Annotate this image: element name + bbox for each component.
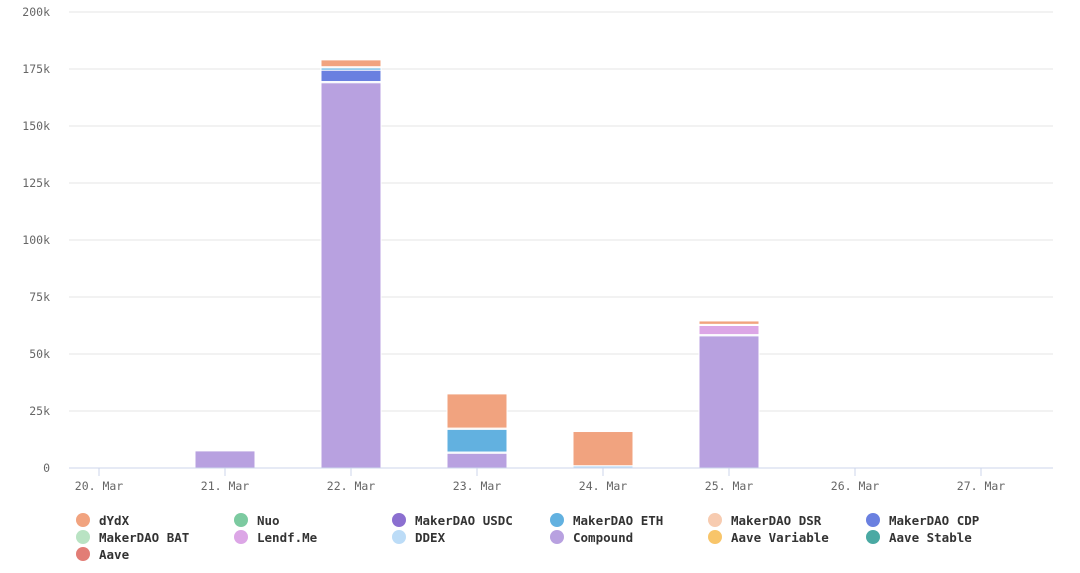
x-tick-label: 27. Mar (957, 479, 1006, 493)
legend-item[interactable]: MakerDAO DSR (708, 512, 866, 528)
legend-item[interactable]: dYdX (76, 512, 234, 528)
y-tick-label: 75k (29, 290, 50, 304)
legend-swatch (76, 547, 90, 561)
bar-segment (698, 335, 760, 469)
x-tick-label: 21. Mar (201, 479, 250, 493)
legend-label: DDEX (415, 529, 446, 545)
y-tick-label: 175k (22, 62, 50, 76)
y-tick-label: 200k (22, 5, 50, 19)
bar-segment (698, 320, 760, 325)
bar-segment (446, 452, 508, 469)
legend-item[interactable]: DDEX (392, 529, 550, 545)
legend-swatch (708, 530, 722, 544)
legend-item[interactable]: Aave (76, 546, 234, 562)
legend-label: Compound (573, 529, 634, 545)
legend-swatch (392, 513, 406, 527)
legend-label: MakerDAO BAT (99, 529, 190, 545)
legend-label: MakerDAO ETH (573, 512, 664, 528)
bar-segment (446, 393, 508, 429)
legend-label: MakerDAO USDC (415, 512, 513, 528)
legend-swatch (866, 530, 880, 544)
bar-segment (320, 69, 382, 83)
legend-label: Aave Stable (889, 529, 972, 545)
bar-segment (446, 428, 508, 453)
legend-item[interactable]: MakerDAO CDP (866, 512, 1024, 528)
legend-label: MakerDAO DSR (731, 512, 822, 528)
bar-segment (698, 325, 760, 336)
legend-item[interactable]: Aave Variable (708, 529, 866, 545)
x-tick-label: 23. Mar (453, 479, 502, 493)
legend-swatch (392, 530, 406, 544)
x-axis-ticks: 20. Mar 21. Mar 22. Mar 23. Mar 24. Mar 25. M… (75, 468, 1006, 493)
legend-swatch (550, 530, 564, 544)
legend-item[interactable]: MakerDAO ETH (550, 512, 708, 528)
y-tick-label: 100k (22, 233, 50, 247)
x-tick-label: 25. Mar (705, 479, 754, 493)
legend-swatch (76, 530, 90, 544)
y-tick-label: 150k (22, 119, 50, 133)
bar-segment (572, 431, 634, 467)
bar-segment (320, 59, 382, 68)
legend-label: Nuo (257, 512, 280, 528)
x-tick-label: 26. Mar (831, 479, 880, 493)
legend-swatch (550, 513, 564, 527)
legend-label: dYdX (99, 512, 130, 528)
y-tick-label: 25k (29, 404, 50, 418)
legend: dYdX Nuo MakerDAO USDC MakerDAO ETH MakerDAO… (76, 512, 1036, 562)
y-tick-label: 0 (43, 461, 50, 475)
legend-item[interactable]: MakerDAO BAT (76, 529, 234, 545)
y-axis-ticks: 0 25k 50k 75k 100k 125k 150k 175k 200k (22, 5, 50, 475)
legend-label: Lendf.Me (257, 529, 318, 545)
legend-label: Aave (99, 546, 130, 562)
legend-item[interactable]: MakerDAO USDC (392, 512, 550, 528)
legend-swatch (866, 513, 880, 527)
y-tick-label: 125k (22, 176, 50, 190)
legend-swatch (708, 513, 722, 527)
legend-swatch (234, 530, 248, 544)
bars (194, 59, 760, 469)
bar-segment (320, 82, 382, 469)
x-tick-label: 24. Mar (579, 479, 628, 493)
legend-swatch (234, 513, 248, 527)
grid-lines (69, 11, 1053, 412)
bar-segment (194, 450, 256, 469)
legend-item[interactable]: Lendf.Me (234, 529, 392, 545)
x-tick-label: 20. Mar (75, 479, 124, 493)
x-tick-label: 22. Mar (327, 479, 376, 493)
legend-item[interactable]: Nuo (234, 512, 392, 528)
legend-item[interactable]: Compound (550, 529, 708, 545)
legend-label: Aave Variable (731, 529, 829, 545)
legend-item[interactable]: Aave Stable (866, 529, 1024, 545)
legend-swatch (76, 513, 90, 527)
legend-label: MakerDAO CDP (889, 512, 980, 528)
y-tick-label: 50k (29, 347, 50, 361)
